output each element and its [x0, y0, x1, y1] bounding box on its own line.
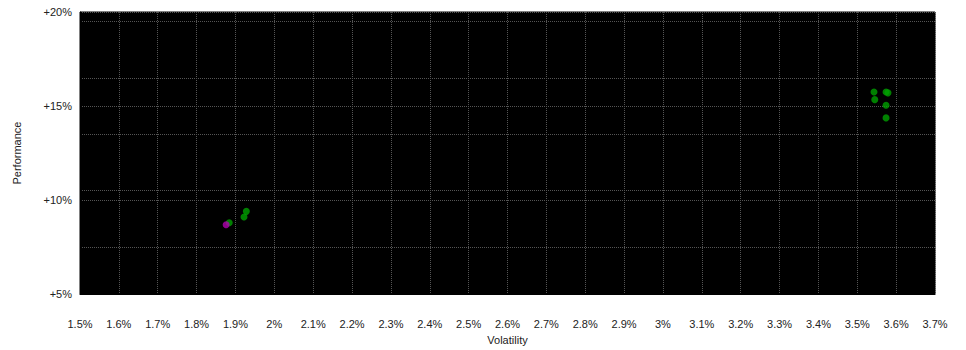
- svg-text:3.7%: 3.7%: [922, 318, 947, 330]
- svg-text:3.1%: 3.1%: [689, 318, 714, 330]
- svg-text:+10%: +10%: [44, 194, 73, 206]
- svg-text:3.5%: 3.5%: [845, 318, 870, 330]
- svg-text:2.7%: 2.7%: [534, 318, 559, 330]
- svg-text:+5%: +5%: [50, 288, 73, 300]
- svg-text:2.5%: 2.5%: [456, 318, 481, 330]
- svg-text:1.9%: 1.9%: [223, 318, 248, 330]
- svg-text:3.4%: 3.4%: [806, 318, 831, 330]
- svg-text:1.5%: 1.5%: [67, 318, 92, 330]
- svg-text:2.8%: 2.8%: [573, 318, 598, 330]
- svg-text:2.3%: 2.3%: [378, 318, 403, 330]
- svg-text:2%: 2%: [266, 318, 282, 330]
- svg-text:+20%: +20%: [44, 6, 73, 18]
- svg-text:3%: 3%: [655, 318, 671, 330]
- svg-text:3.3%: 3.3%: [767, 318, 792, 330]
- svg-text:1.6%: 1.6%: [106, 318, 131, 330]
- svg-text:3.2%: 3.2%: [728, 318, 753, 330]
- svg-text:Volatility: Volatility: [487, 334, 528, 346]
- svg-text:2.2%: 2.2%: [340, 318, 365, 330]
- svg-text:1.7%: 1.7%: [145, 318, 170, 330]
- svg-text:2.9%: 2.9%: [612, 318, 637, 330]
- svg-text:2.6%: 2.6%: [495, 318, 520, 330]
- svg-text:2.4%: 2.4%: [417, 318, 442, 330]
- svg-text:1.8%: 1.8%: [184, 318, 209, 330]
- svg-text:+15%: +15%: [44, 100, 73, 112]
- svg-text:2.1%: 2.1%: [301, 318, 326, 330]
- svg-text:3.6%: 3.6%: [884, 318, 909, 330]
- svg-text:Performance: Performance: [11, 122, 23, 185]
